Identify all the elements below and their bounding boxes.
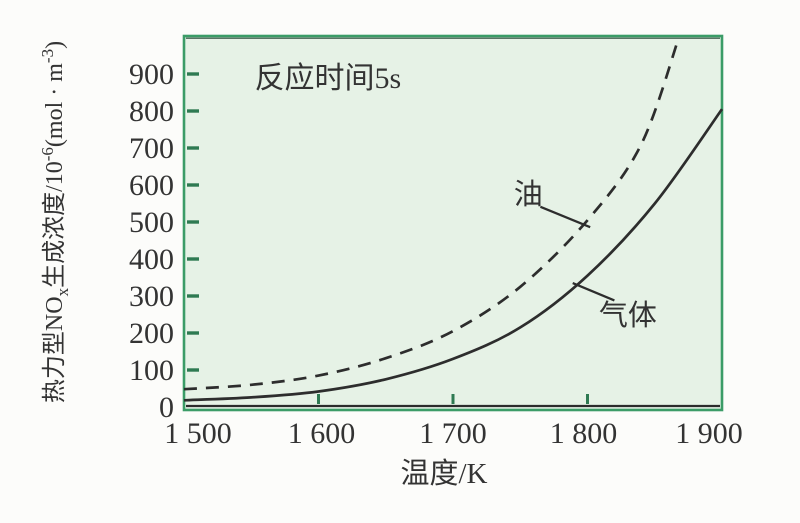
y-tick-label: 100 bbox=[129, 354, 174, 387]
x-tick-label: 1 800 bbox=[550, 417, 618, 450]
y-tick-label: 700 bbox=[129, 132, 174, 165]
y-tick-label: 200 bbox=[129, 317, 174, 350]
series-label-leader bbox=[572, 282, 615, 302]
series-label-leader bbox=[540, 205, 591, 229]
y-tick-label: 900 bbox=[129, 58, 174, 91]
series-label-gas: 气体 bbox=[599, 299, 657, 332]
y-tick-label: 0 bbox=[159, 391, 174, 424]
annotation-reaction-time: 反应时间5s bbox=[255, 62, 402, 95]
x-tick-label: 1 500 bbox=[164, 417, 232, 450]
curve-gas bbox=[183, 108, 724, 402]
series-label-oil: 油 bbox=[514, 178, 543, 211]
x-axis-title: 温度/K bbox=[400, 457, 487, 490]
x-tick-label: 1 600 bbox=[288, 417, 356, 450]
y-tick-label: 800 bbox=[129, 95, 174, 128]
y-tick-label: 500 bbox=[129, 206, 174, 239]
x-tick-label: 1 700 bbox=[419, 417, 487, 450]
y-tick-label: 400 bbox=[129, 243, 174, 276]
curve-oil bbox=[183, 36, 681, 391]
y-axis-title: 热力型NOx生成浓度/10-6(mol · m-3) bbox=[38, 41, 72, 403]
y-tick-label: 300 bbox=[129, 280, 174, 313]
plot-background bbox=[182, 34, 724, 412]
x-tick-label: 1 900 bbox=[675, 417, 743, 450]
y-tick-label: 600 bbox=[129, 169, 174, 202]
